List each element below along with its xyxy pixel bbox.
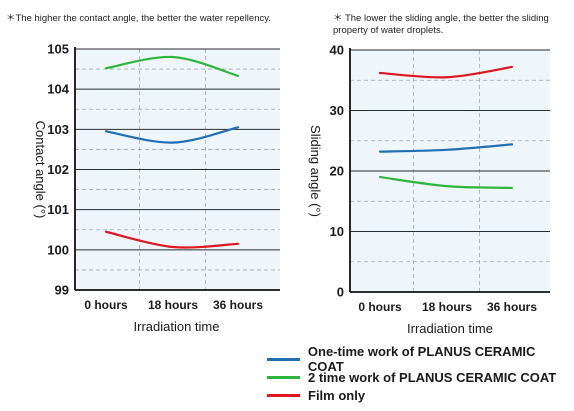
contact-angle-note: ＊The higher the contact angle, the bette… [6, 13, 271, 24]
contact-series-line-one-time [104, 126, 240, 144]
contact-y-tick-label: 105 [47, 42, 69, 57]
contact-y-tick-label: 102 [47, 162, 69, 177]
legend-label: One-time work of PLANUS CERAMIC COAT [307, 344, 536, 374]
legend-item: 2 time work of PLANUS CERAMIC COAT [267, 368, 574, 386]
legend-label: Film only [308, 387, 366, 403]
sliding-angle-note: ＊ The lower the sliding angle, the bette… [333, 13, 549, 36]
contact-x-axis-title: Irradiation time [134, 319, 220, 334]
contact-x-tick-label: 36 hours [213, 298, 263, 312]
legend-swatch-one-time [267, 357, 300, 361]
sliding-series-line-film-only [378, 65, 514, 79]
contact-y-axis-title: Contact angle (°) [33, 121, 48, 219]
contact-y-tick-label: 100 [47, 242, 69, 257]
contact-x-tick-label: 18 hours [148, 298, 198, 312]
sliding-y-tick-label: 20 [330, 164, 344, 179]
sliding-series-line-two-time [378, 175, 514, 190]
sliding-y-tick-label: 0 [337, 285, 344, 300]
sliding-y-tick-label: 40 [330, 43, 344, 58]
sliding-x-tick-label: 18 hours [422, 300, 472, 314]
contact-series-line-two-time [104, 55, 240, 78]
sliding-y-tick-label: 10 [330, 224, 344, 239]
sliding-series-line-one-time [378, 143, 514, 153]
contact-series-line-film-only [104, 230, 240, 249]
contact-y-tick-label: 104 [47, 82, 69, 97]
legend-swatch-two-time [267, 375, 300, 379]
contact-y-tick-label: 103 [47, 122, 69, 137]
legend: One-time work of PLANUS CERAMIC COAT 2 t… [267, 344, 574, 404]
sliding-x-axis-title: Irradiation time [407, 321, 493, 336]
legend-item: Film only [267, 386, 574, 404]
sliding-x-tick-label: 0 hours [358, 300, 402, 314]
sliding-x-tick-label: 36 hours [487, 300, 537, 314]
contact-y-tick-label: 101 [47, 202, 69, 217]
legend-swatch-film-only [267, 393, 300, 397]
sliding-y-tick-label: 30 [330, 103, 344, 118]
sliding-y-axis-title: Sliding angle (°) [308, 125, 323, 217]
legend-item: One-time work of PLANUS CERAMIC COAT [267, 344, 574, 374]
contact-x-tick-label: 0 hours [84, 298, 128, 312]
contact-y-tick-label: 99 [55, 283, 69, 298]
legend-label: 2 time work of PLANUS CERAMIC COAT [308, 369, 557, 385]
